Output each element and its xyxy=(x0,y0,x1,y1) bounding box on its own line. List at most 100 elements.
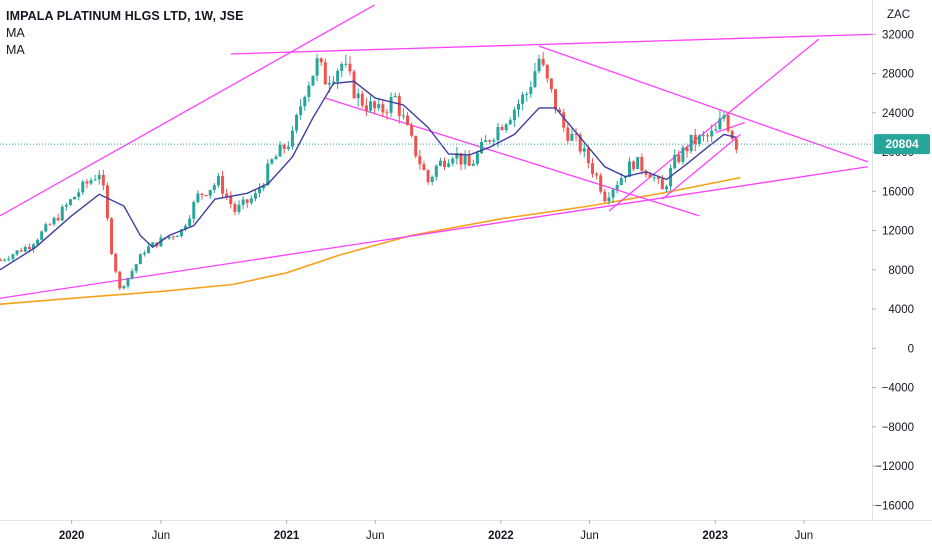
candle-body xyxy=(397,95,401,117)
candle-body xyxy=(603,191,607,202)
candle-body xyxy=(660,178,664,190)
candle-body xyxy=(73,196,77,200)
candle-body xyxy=(673,154,677,169)
candle-body xyxy=(52,217,56,225)
price-tick-label: 16000 xyxy=(882,186,914,198)
candle-body xyxy=(40,231,44,240)
candle-body xyxy=(422,164,426,171)
candle-body xyxy=(60,206,64,221)
candlesticks xyxy=(0,52,738,291)
ma-fast-line xyxy=(0,80,737,271)
candle-body xyxy=(385,112,389,114)
candle-body xyxy=(418,156,422,165)
candle-body xyxy=(570,133,574,141)
candle-body xyxy=(56,217,60,221)
candle-body xyxy=(282,144,286,149)
candle-body xyxy=(225,193,229,197)
candle-body xyxy=(68,199,72,205)
candle-body xyxy=(582,148,586,152)
candle-body xyxy=(430,176,434,183)
price-tick-label: 28000 xyxy=(882,69,914,81)
candle-body xyxy=(311,75,315,86)
candle-body xyxy=(693,134,697,145)
candle-body xyxy=(599,175,603,192)
candle-body xyxy=(216,176,220,186)
candle-body xyxy=(315,58,319,76)
candle-body xyxy=(636,157,640,170)
candle-body xyxy=(455,153,459,159)
candle-body xyxy=(23,246,27,252)
price-tick-label: 32000 xyxy=(882,29,914,41)
price-tick-label: −16000 xyxy=(875,500,914,512)
candle-body xyxy=(426,170,430,183)
candle-body xyxy=(414,135,418,157)
candle-body xyxy=(7,258,11,260)
candle-body xyxy=(97,174,101,180)
candle-body xyxy=(237,204,241,212)
candle-body xyxy=(706,135,710,137)
candle-body xyxy=(303,96,307,107)
candle-body xyxy=(562,112,566,128)
price-axis[interactable]: 320002800024000200001600012000800040000−… xyxy=(872,29,914,512)
candle-body xyxy=(48,224,52,226)
candle-body xyxy=(138,254,142,265)
candle-body xyxy=(537,58,541,72)
candle-body xyxy=(689,134,693,152)
candle-body xyxy=(286,146,290,149)
candle-body xyxy=(15,250,19,255)
candle-body xyxy=(488,140,492,142)
trendlines[interactable] xyxy=(0,4,873,299)
candle-body xyxy=(93,179,97,181)
candle-body xyxy=(266,163,270,186)
symbol-title[interactable]: IMPALA PLATINUM HLGS LTD, 1W, JSE xyxy=(6,9,244,23)
price-tick-label: 4000 xyxy=(888,304,914,316)
candle-body xyxy=(208,189,212,196)
candle-body xyxy=(512,109,516,121)
candle-body xyxy=(188,218,192,226)
time-tick-label: Jun xyxy=(580,530,599,542)
candle-body xyxy=(492,140,496,142)
price-tick-label: −12000 xyxy=(875,461,914,473)
time-tick-label: Jun xyxy=(795,530,814,542)
candle-body xyxy=(241,199,245,205)
indicator-ma-2[interactable]: MA xyxy=(6,43,25,57)
candle-body xyxy=(295,115,299,131)
candle-body xyxy=(496,126,500,141)
candle-body xyxy=(270,159,274,164)
candle-body xyxy=(327,82,331,85)
candle-body xyxy=(504,124,508,131)
candle-body xyxy=(31,244,35,249)
candle-body xyxy=(36,239,40,245)
candle-body xyxy=(19,250,23,252)
candle-body xyxy=(356,93,360,99)
candle-body xyxy=(245,199,249,203)
candle-body xyxy=(64,204,68,207)
candle-body xyxy=(541,58,545,65)
candle-body xyxy=(500,126,504,131)
candle-body xyxy=(627,161,631,177)
last-price-value: 20804 xyxy=(885,137,919,151)
time-tick-label: 2020 xyxy=(59,530,85,542)
candle-body xyxy=(105,185,109,219)
candle-body xyxy=(122,286,126,289)
candle-body xyxy=(714,129,718,131)
candle-body xyxy=(89,180,93,184)
candle-body xyxy=(467,155,471,166)
trendline xyxy=(0,4,375,217)
candle-body xyxy=(401,115,405,117)
candle-body xyxy=(360,93,364,106)
candle-body xyxy=(167,236,171,239)
candle-body xyxy=(451,158,455,164)
candle-body xyxy=(718,118,722,130)
indicator-ma-1[interactable]: MA xyxy=(6,26,25,40)
time-axis[interactable]: 2020 Jun 2021 Jun 2022 Jun 2023 Jun xyxy=(59,520,813,542)
candle-body xyxy=(290,130,294,147)
chart-legend: IMPALA PLATINUM HLGS LTD, 1W, JSE MA MA xyxy=(6,8,244,59)
candle-body xyxy=(352,71,356,99)
candle-body xyxy=(196,193,200,203)
candle-body xyxy=(656,177,660,179)
time-tick-label: 2022 xyxy=(488,530,514,542)
candle-body xyxy=(229,196,233,205)
time-tick-label: 2023 xyxy=(702,530,728,542)
